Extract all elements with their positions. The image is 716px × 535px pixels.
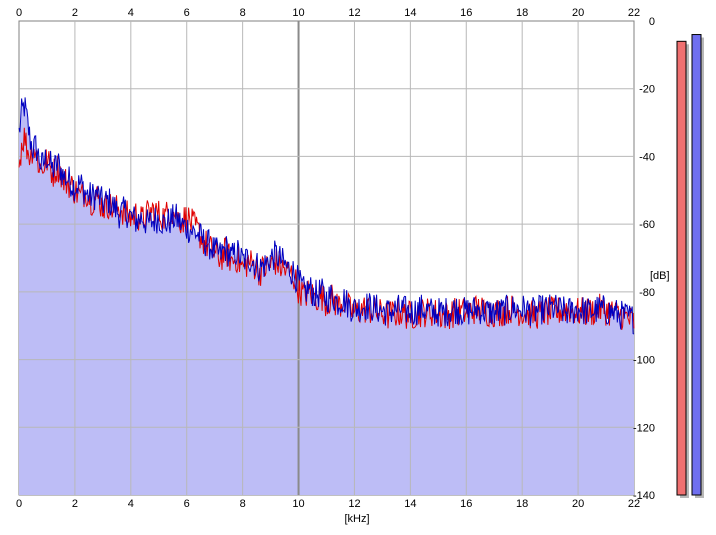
- y-axis-label: [dB]: [650, 270, 670, 282]
- y-tick-label: -120: [633, 422, 655, 434]
- level-meters: [676, 34, 704, 499]
- y-tick-label: -60: [639, 219, 655, 231]
- x-tick-label-top: 6: [184, 7, 190, 19]
- x-tick-label-top: 16: [460, 7, 472, 19]
- x-tick-label-top: 14: [404, 7, 416, 19]
- x-tick-label-bottom: 18: [516, 498, 528, 510]
- x-tick-label-bottom: 8: [240, 498, 246, 510]
- x-tick-label-bottom: 4: [128, 498, 134, 510]
- x-tick-labels-bottom: 0 2 4 6 8 10 12 14 16 18 20 22: [16, 498, 640, 510]
- x-axis-label: [kHz]: [344, 513, 369, 525]
- x-tick-label-top: 20: [572, 7, 584, 19]
- x-tick-label-top: 2: [72, 7, 78, 19]
- y-tick-label: -40: [639, 151, 655, 163]
- x-tick-label-top: 4: [128, 7, 134, 19]
- x-tick-labels-top: 0 2 4 6 8 10 12 14 16 18 20 22: [16, 7, 640, 19]
- x-tick-label-top: 18: [516, 7, 528, 19]
- y-tick-label: -80: [639, 287, 655, 299]
- series-layer: [18, 97, 635, 335]
- x-tick-label-top: 10: [292, 7, 304, 19]
- x-tick-label-bottom: 12: [348, 498, 360, 510]
- x-tick-label-top: 0: [16, 7, 22, 19]
- x-tick-label-bottom: 0: [16, 498, 22, 510]
- x-tick-label-bottom: 10: [292, 498, 304, 510]
- x-tick-label-bottom: 20: [572, 498, 584, 510]
- y-tick-label: -140: [633, 490, 655, 502]
- level-meter-right: [691, 34, 702, 496]
- x-tick-label-bottom: 16: [460, 498, 472, 510]
- grid-layer: [19, 21, 634, 495]
- x-tick-label-top: 12: [348, 7, 360, 19]
- y-tick-label: -100: [633, 355, 655, 367]
- x-tick-label-bottom: 6: [184, 498, 190, 510]
- level-meter-left: [676, 40, 687, 496]
- x-tick-label-bottom: 14: [404, 498, 416, 510]
- y-tick-label: 0: [649, 16, 655, 28]
- x-tick-label-bottom: 22: [628, 498, 640, 510]
- x-tick-label-bottom: 2: [72, 498, 78, 510]
- series-line-blue: [18, 97, 635, 335]
- x-tick-label-top: 22: [628, 7, 640, 19]
- y-tick-label: -20: [639, 84, 655, 96]
- y-tick-labels-right: 0 -20 -40 -60 -80 -100 -120 -140: [633, 16, 655, 502]
- x-tick-label-top: 8: [240, 7, 246, 19]
